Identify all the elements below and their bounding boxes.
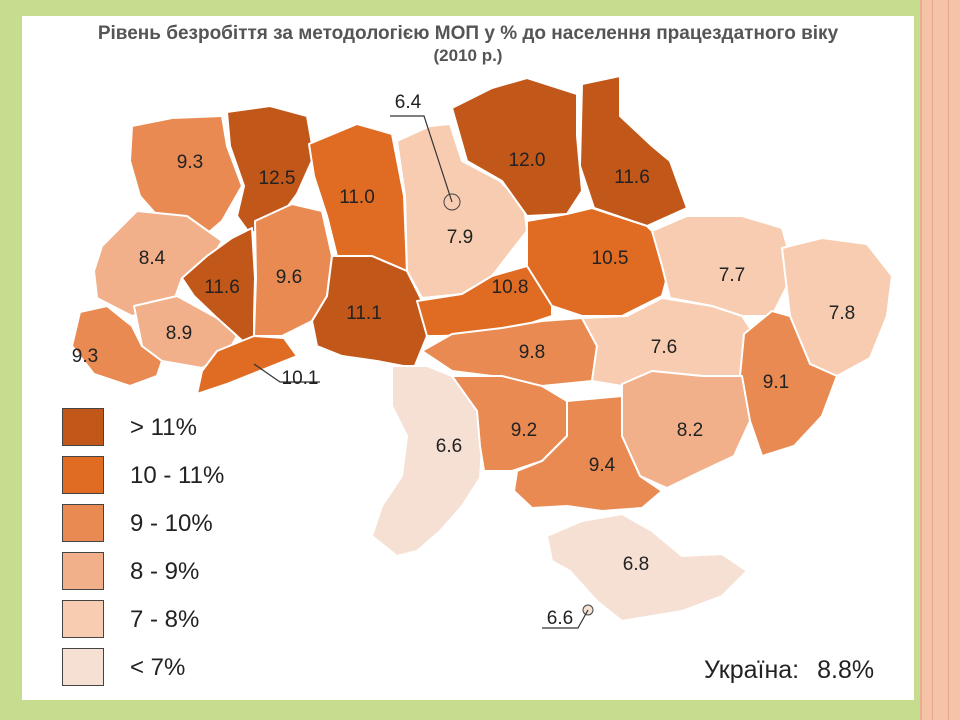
label-zaporizhzhia: 8.2 — [677, 420, 703, 441]
legend-label: 8 - 9% — [130, 558, 200, 585]
region-volyn — [129, 115, 243, 239]
chernivtsi-leader-line — [253, 363, 320, 383]
legend-item: > 11% — [62, 408, 302, 456]
region-kharkiv — [651, 215, 791, 317]
map-subtitle: (2010 р.) — [433, 46, 503, 65]
label-kyiv-city: 6.4 — [395, 92, 422, 113]
region-cherkasy — [416, 265, 553, 337]
legend-item: 10 - 11% — [62, 456, 302, 504]
label-kherson: 9.4 — [589, 455, 616, 476]
label-vinnytsia: 11.1 — [346, 303, 382, 324]
legend-item: 9 - 10% — [62, 504, 302, 552]
legend-label: 9 - 10% — [130, 510, 213, 537]
label-khmelnytskyi: 9.6 — [276, 267, 302, 288]
region-kherson — [513, 395, 663, 512]
label-poltava: 10.5 — [592, 248, 629, 269]
legend-label: 7 - 8% — [130, 606, 200, 633]
label-donetsk: 9.1 — [763, 372, 789, 393]
legend-swatch — [62, 456, 104, 494]
legend-item: 8 - 9% — [62, 552, 302, 600]
region-chernihiv — [451, 77, 583, 217]
map-title: Рівень безробіття за методологією МОП у … — [97, 23, 839, 44]
national-total-label: Україна: — [704, 656, 800, 684]
label-zakarpattia: 9.3 — [72, 346, 98, 367]
region-vinnytsia — [311, 255, 428, 369]
kyiv-city-leader-line — [390, 115, 453, 203]
label-odesa: 6.6 — [436, 436, 462, 457]
label-kyiv-oblast: 7.9 — [447, 227, 473, 248]
region-zakarpattia — [71, 305, 163, 387]
legend-label: > 11% — [130, 414, 197, 441]
decorative-side-strip — [920, 0, 960, 720]
legend-swatch — [62, 600, 104, 638]
label-kharkiv: 7.7 — [719, 265, 745, 286]
legend-swatch — [62, 504, 104, 542]
sevastopol-leader-line — [542, 609, 589, 629]
national-total-value: 8.8% — [817, 656, 875, 684]
label-ivano-frankivsk: 8.9 — [166, 323, 192, 344]
legend-label: < 7% — [130, 654, 186, 681]
label-crimea: 6.8 — [623, 554, 649, 575]
label-cherkasy: 10.8 — [492, 277, 529, 298]
label-mykolaiv: 9.2 — [511, 420, 537, 441]
label-ternopil: 11.6 — [204, 277, 240, 298]
label-dnipropetrovsk: 7.6 — [651, 337, 677, 358]
legend-swatch — [62, 552, 104, 590]
label-volyn: 9.3 — [177, 152, 203, 173]
legend: > 11% 10 - 11% 9 - 10% 8 - 9% 7 - 8% < 7… — [62, 408, 302, 696]
region-crimea — [546, 513, 748, 622]
label-chernihiv: 12.0 — [509, 150, 546, 171]
legend-label: 10 - 11% — [130, 462, 225, 489]
label-zhytomyr: 11.0 — [339, 187, 375, 208]
slide-panel: 9.3 12.5 11.0 7.9 6.4 12.0 11.6 8.4 11.6… — [22, 16, 914, 700]
legend-swatch — [62, 648, 104, 686]
label-rivne: 12.5 — [259, 168, 296, 189]
national-total: Україна: 8.8% — [704, 656, 874, 685]
region-sumy — [579, 75, 688, 227]
label-lviv: 8.4 — [139, 248, 166, 269]
unemployment-map: 9.3 12.5 11.0 7.9 6.4 12.0 11.6 8.4 11.6… — [71, 75, 893, 629]
legend-swatch — [62, 408, 104, 446]
legend-item: 7 - 8% — [62, 600, 302, 648]
label-kirovohrad: 9.8 — [519, 342, 545, 363]
region-chernivtsi — [196, 335, 298, 395]
label-sevastopol: 6.6 — [547, 608, 573, 629]
label-chernivtsi: 10.1 — [282, 368, 319, 389]
label-sumy: 11.6 — [614, 167, 650, 188]
legend-item: < 7% — [62, 648, 302, 696]
label-luhansk: 7.8 — [829, 303, 855, 324]
